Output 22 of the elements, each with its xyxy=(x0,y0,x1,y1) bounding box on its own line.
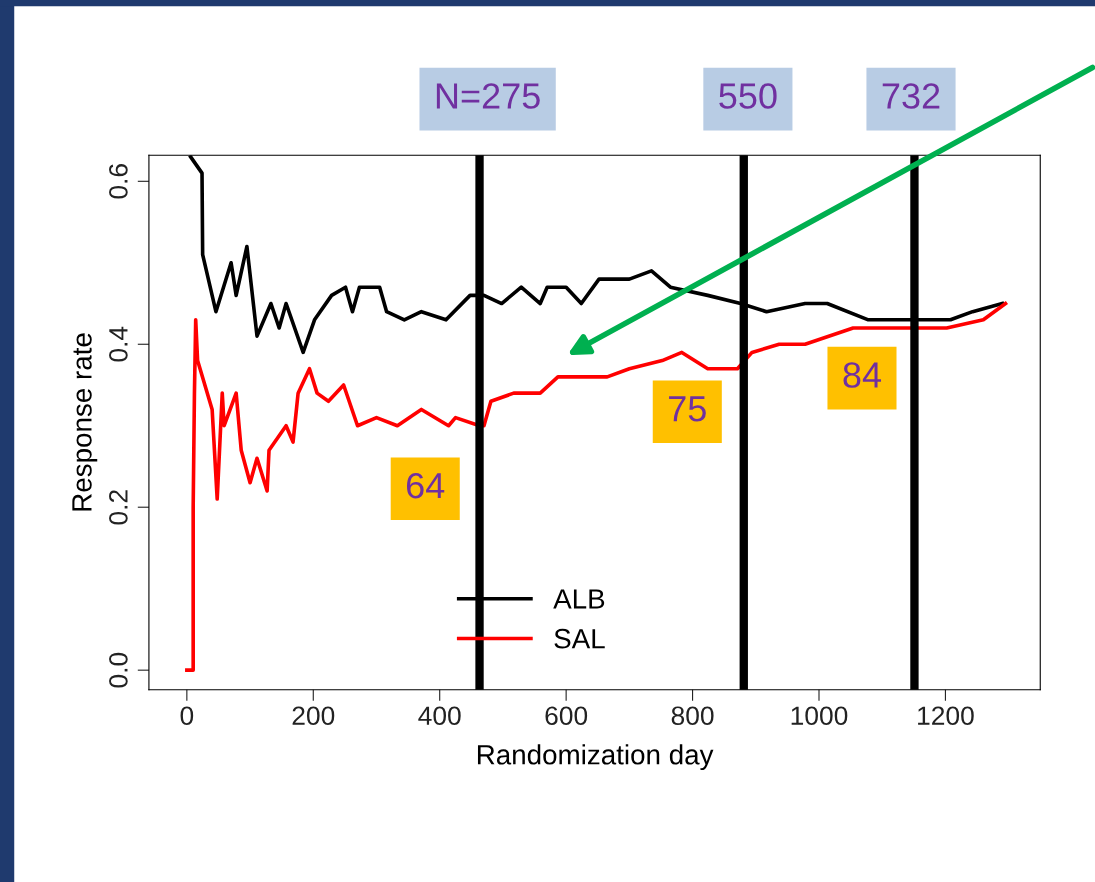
text: 550 xyxy=(719,83,777,109)
annotation: 75 xyxy=(669,396,706,422)
text: 732 xyxy=(882,83,940,109)
x-axis-title: Randomization day xyxy=(477,744,714,771)
x-tick-label: 1000 xyxy=(791,706,848,726)
y-tick-label: 0.4 xyxy=(109,326,128,362)
y-tick-label: 0.0 xyxy=(109,652,128,688)
annotation: 84 xyxy=(843,362,882,388)
text: N=275 xyxy=(436,83,540,109)
legend-label: ALB xyxy=(553,589,605,609)
x-tick-label: 0 xyxy=(180,706,194,726)
x-tick-label: 400 xyxy=(418,706,461,726)
y-tick-label: 0.6 xyxy=(109,164,128,199)
x-tick-label: 800 xyxy=(671,706,714,726)
annotation: 64 xyxy=(406,472,445,499)
y-axis-title: Response rate xyxy=(72,333,98,511)
x-tick-label: 600 xyxy=(545,706,588,726)
x-tick-label: 200 xyxy=(292,706,335,726)
line-series xyxy=(185,301,1008,672)
x-tick-label: 1200 xyxy=(918,706,974,726)
y-tick-label: 0.2 xyxy=(109,490,128,525)
legend-label: SAL xyxy=(554,628,605,649)
